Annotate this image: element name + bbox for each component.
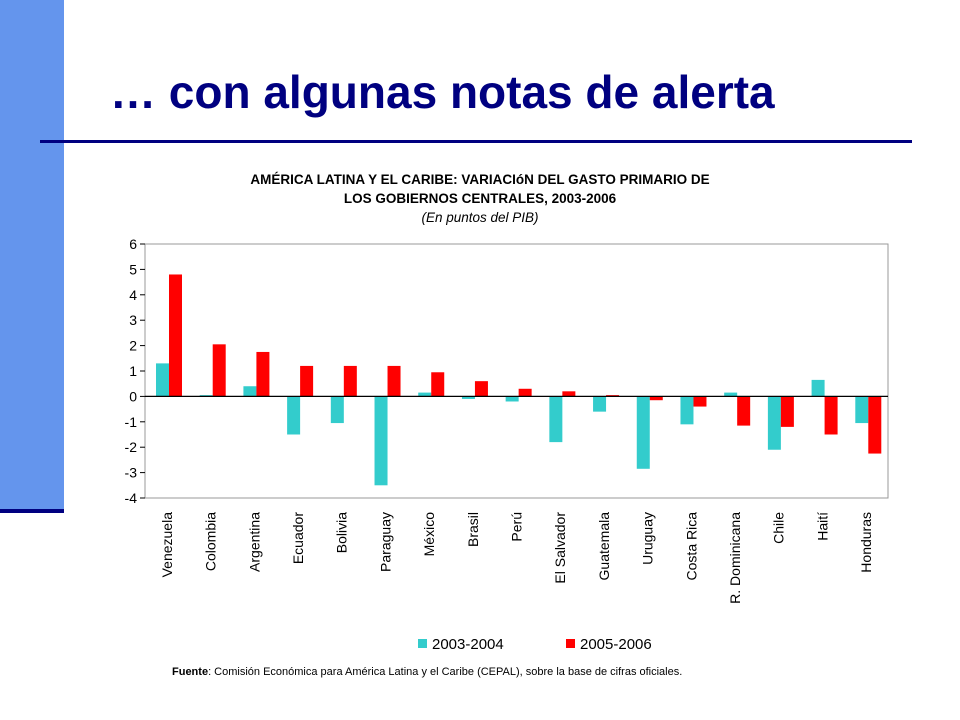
y-tick-label: 6: [129, 236, 137, 252]
bar-series-1: [636, 396, 650, 469]
y-tick-label: -2: [125, 439, 138, 455]
y-tick-label: -1: [125, 414, 138, 430]
legend-item-series-1: 2003-2004: [418, 636, 504, 653]
x-category-label: Guatemala: [596, 512, 612, 581]
bar-series-1: [767, 396, 781, 450]
source-label: Fuente: [172, 666, 209, 678]
bar-series-2: [518, 388, 532, 397]
bar-series-1: [680, 396, 694, 425]
bar-series-1: [199, 395, 213, 397]
bar-series-1: [330, 396, 344, 424]
x-category-label: Colombia: [203, 512, 219, 571]
bar-series-2: [693, 396, 707, 407]
bar-series-2: [343, 365, 357, 397]
bar-series-1: [593, 396, 607, 412]
bar-series-2: [212, 344, 226, 397]
bar-series-1: [811, 379, 825, 397]
bar-series-1: [374, 396, 388, 486]
bar-series-2: [606, 395, 620, 397]
bar-series-2: [431, 372, 445, 397]
x-category-label: El Salvador: [552, 512, 568, 584]
slide-title: … con algunas notas de alerta: [110, 66, 775, 118]
x-category-label: Ecuador: [290, 512, 306, 564]
bar-series-2: [649, 396, 663, 401]
legend-label-series-1: 2003-2004: [432, 636, 504, 653]
chart-title-line-2: LOS GOBIERNOS CENTRALES, 2003-2006: [343, 191, 617, 206]
bar-series-1: [724, 392, 738, 397]
source-footnote: Fuente: Comisión Económica para América …: [172, 666, 682, 678]
y-tick-label: 5: [129, 261, 137, 277]
bar-series-1: [549, 396, 563, 443]
x-category-label: Costa Rica: [683, 512, 699, 581]
sidebar-cap-line: [0, 509, 64, 513]
bar-series-2: [824, 396, 838, 435]
x-category-label: Paraguay: [377, 512, 393, 572]
bar-series-2: [256, 351, 270, 397]
bar-series-2: [737, 396, 751, 426]
bar-series-1: [243, 386, 257, 397]
chart-title-line-1: AMÉRICA LATINA Y EL CARIBE: VARIACIóN DE…: [250, 172, 710, 187]
source-text: : Comisión Económica para América Latina…: [208, 666, 683, 678]
chart-subtitle: (En puntos del PIB): [421, 210, 539, 225]
bar-series-1: [855, 396, 869, 424]
legend-swatch-series-2: [566, 639, 575, 648]
y-tick-label: 1: [129, 363, 137, 379]
y-tick-label: 4: [129, 287, 137, 303]
x-category-label: Chile: [771, 512, 787, 544]
x-category-label: Perú: [509, 512, 525, 542]
y-tick-label: 3: [129, 312, 137, 328]
bar-series-2: [868, 396, 882, 454]
title-rule: [40, 140, 912, 143]
x-category-label: Brasil: [465, 512, 481, 547]
bar-series-2: [169, 274, 182, 397]
x-category-label: Bolivia: [334, 512, 350, 553]
y-tick-label: -3: [125, 465, 138, 481]
bar-series-1: [461, 396, 475, 399]
chart-title: AMÉRICA LATINA Y EL CARIBE: VARIACIóN DE…: [130, 170, 830, 208]
legend-label-series-2: 2005-2006: [580, 636, 652, 653]
x-category-label: Venezuela: [159, 512, 175, 578]
x-category-label: Haití: [814, 512, 830, 541]
bar-series-1: [287, 396, 301, 435]
y-tick-label: 2: [129, 338, 137, 354]
x-category-label: Uruguay: [640, 512, 656, 565]
x-category-label: México: [421, 512, 437, 557]
bar-series-1: [505, 396, 519, 402]
bar-series-1: [418, 392, 432, 397]
x-category-label: R. Dominicana: [727, 512, 743, 604]
bar-series-2: [780, 396, 794, 427]
legend-swatch-series-1: [418, 639, 427, 648]
y-tick-label: -4: [125, 490, 138, 506]
bar-series-1: [156, 363, 169, 397]
y-tick-label: 0: [129, 388, 137, 404]
legend-item-series-2: 2005-2006: [566, 636, 652, 653]
decorative-sidebar: [0, 0, 64, 510]
x-category-label: Honduras: [858, 512, 874, 573]
x-category-label: Argentina: [246, 512, 262, 572]
bar-series-2: [387, 365, 401, 397]
bar-series-2: [562, 391, 576, 397]
bar-series-2: [474, 381, 488, 397]
bar-series-2: [300, 365, 314, 397]
